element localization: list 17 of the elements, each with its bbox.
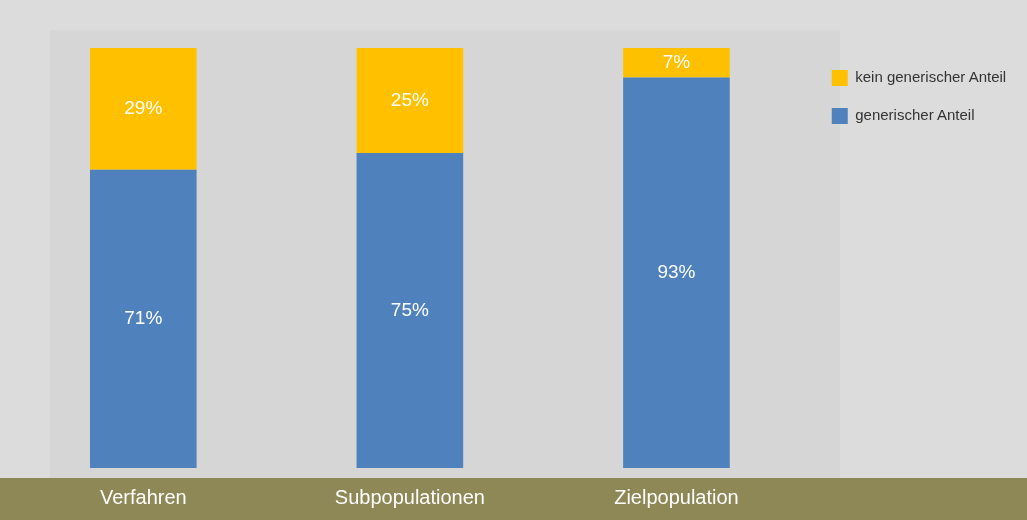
bar bbox=[89, 48, 197, 170]
bar bbox=[623, 77, 730, 468]
data-label: 71% bbox=[124, 307, 163, 329]
data-label: 7% bbox=[662, 50, 691, 72]
bar bbox=[623, 48, 730, 78]
data-label: 29% bbox=[124, 97, 163, 119]
legend-label: kein generischer Anteil bbox=[855, 68, 1007, 86]
legend-label: generischer Anteil bbox=[855, 106, 975, 124]
bar bbox=[89, 169, 197, 468]
x-tick-label: Verfahren bbox=[99, 485, 187, 508]
x-tick-label: Subpopulationen bbox=[334, 485, 485, 508]
data-label: 25% bbox=[390, 88, 429, 110]
data-label: 75% bbox=[390, 298, 429, 320]
bar bbox=[356, 153, 464, 468]
bar bbox=[356, 48, 464, 153]
x-tick-label: Zielpopulation bbox=[614, 485, 739, 508]
data-label: 93% bbox=[657, 260, 696, 282]
